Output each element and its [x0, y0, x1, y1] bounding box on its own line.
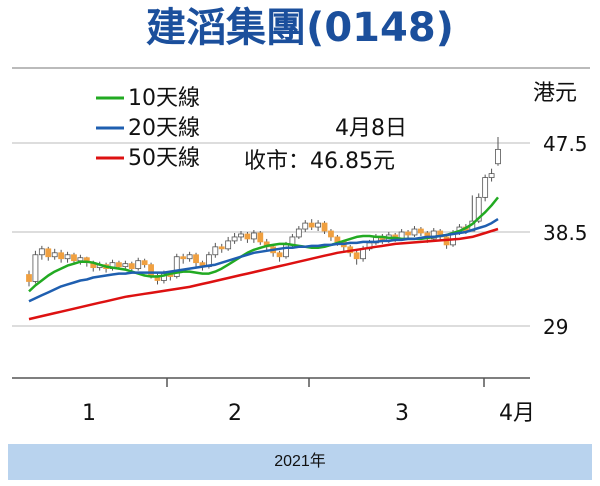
candle-body	[276, 252, 283, 258]
candle-body	[58, 252, 65, 260]
legend-label: 10天線	[128, 86, 200, 111]
stock-chart: 47.5 38.5 29 港元 1 2 3 4月 10天線 20天線 50天線 4月8日收市：46.8…	[12, 67, 590, 426]
candle-body	[244, 233, 251, 240]
candle-body	[475, 196, 482, 222]
candle-body	[430, 230, 437, 240]
candle-body	[45, 248, 52, 258]
chart-title: 建滔集團(0148)	[146, 5, 454, 51]
candle-body	[218, 246, 225, 250]
x-tick-label: 2	[228, 401, 242, 426]
candle-body	[418, 228, 424, 234]
candle-body	[328, 230, 334, 238]
candle-body	[482, 177, 489, 198]
y-tick-label: 38.5	[543, 221, 588, 245]
candle-body	[180, 256, 187, 260]
candle-body	[495, 148, 501, 165]
candle-body	[411, 228, 418, 236]
candle-body	[135, 260, 142, 270]
candle-body	[302, 222, 309, 230]
candle-body	[64, 254, 71, 260]
legend-label: 50天線	[128, 146, 200, 171]
ma20-line	[28, 218, 499, 303]
candle-body	[488, 173, 495, 178]
candle-body	[238, 233, 244, 238]
annotation-date: 4月8日	[335, 116, 407, 141]
ma50-line	[28, 227, 499, 321]
candle-body	[128, 263, 135, 270]
candle-body	[225, 240, 232, 250]
candle-body	[315, 222, 322, 228]
candle-body	[212, 246, 219, 256]
candle-body	[308, 222, 315, 228]
candle-body	[51, 252, 58, 258]
y-tick-label: 47.5	[543, 132, 588, 156]
candle-body	[71, 254, 77, 262]
candle-body	[231, 236, 238, 242]
candle-body	[116, 262, 122, 268]
candle-body	[141, 260, 148, 266]
candle-body	[38, 248, 45, 256]
candle-body	[32, 254, 39, 282]
candle-body	[26, 274, 32, 282]
x-tick-label: 4月	[499, 401, 535, 426]
candle-body	[257, 232, 264, 243]
x-tick-label: 1	[82, 401, 96, 426]
candle-body	[193, 254, 199, 264]
candle-body	[353, 252, 360, 260]
annotation-close: 收市：46.85元	[244, 149, 395, 174]
y-tick-label: 29	[543, 315, 568, 339]
year-footer: 2021年	[8, 444, 592, 480]
candle-body	[186, 254, 193, 260]
legend-label: 20天線	[128, 116, 200, 141]
candle-body	[405, 231, 411, 236]
candle-body	[321, 222, 328, 232]
candle-body	[173, 256, 180, 277]
candle-body	[122, 263, 129, 268]
candle-body	[77, 257, 84, 262]
candle-body	[295, 228, 302, 238]
candle-body	[148, 264, 154, 276]
x-tick-label: 3	[395, 401, 409, 426]
candle-body	[250, 232, 257, 240]
y-unit-label: 港元	[533, 81, 577, 106]
